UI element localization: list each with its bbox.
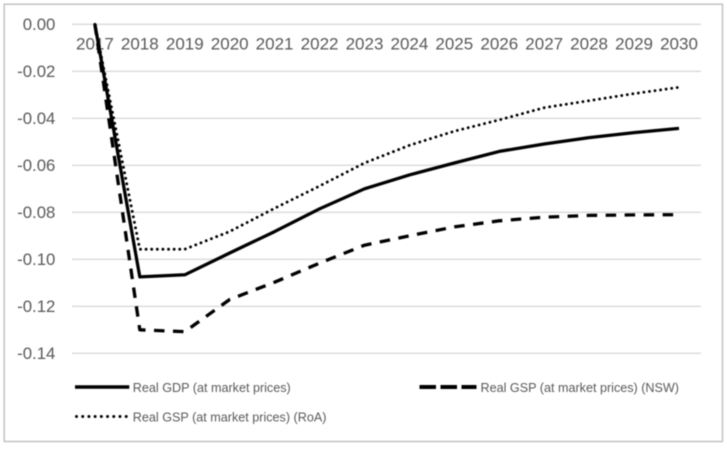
svg-text:Real GSP (at market prices) (N: Real GSP (at market prices) (NSW) (481, 381, 680, 395)
svg-text:-0.08: -0.08 (17, 203, 55, 222)
svg-text:2024: 2024 (390, 35, 428, 54)
svg-text:-0.12: -0.12 (17, 297, 55, 316)
svg-text:-0.10: -0.10 (17, 250, 55, 269)
svg-text:2021: 2021 (256, 35, 294, 54)
svg-text:2030: 2030 (660, 35, 698, 54)
svg-text:-0.14: -0.14 (17, 344, 55, 363)
svg-text:Real GDP (at market prices): Real GDP (at market prices) (133, 381, 291, 395)
svg-text:2018: 2018 (121, 35, 159, 54)
svg-text:2020: 2020 (211, 35, 249, 54)
svg-text:2029: 2029 (615, 35, 653, 54)
svg-text:-0.06: -0.06 (17, 156, 55, 175)
svg-text:2028: 2028 (570, 35, 608, 54)
svg-text:-0.02: -0.02 (17, 62, 55, 81)
svg-text:2022: 2022 (301, 35, 339, 54)
svg-text:Real GSP (at market prices) (R: Real GSP (at market prices) (RoA) (133, 410, 327, 424)
svg-text:2023: 2023 (346, 35, 384, 54)
svg-text:2027: 2027 (525, 35, 563, 54)
svg-text:2019: 2019 (166, 35, 204, 54)
svg-text:0.00: 0.00 (23, 15, 56, 34)
svg-text:2025: 2025 (435, 35, 473, 54)
svg-text:2026: 2026 (480, 35, 518, 54)
svg-text:2017: 2017 (76, 35, 114, 54)
svg-text:-0.04: -0.04 (17, 109, 55, 128)
